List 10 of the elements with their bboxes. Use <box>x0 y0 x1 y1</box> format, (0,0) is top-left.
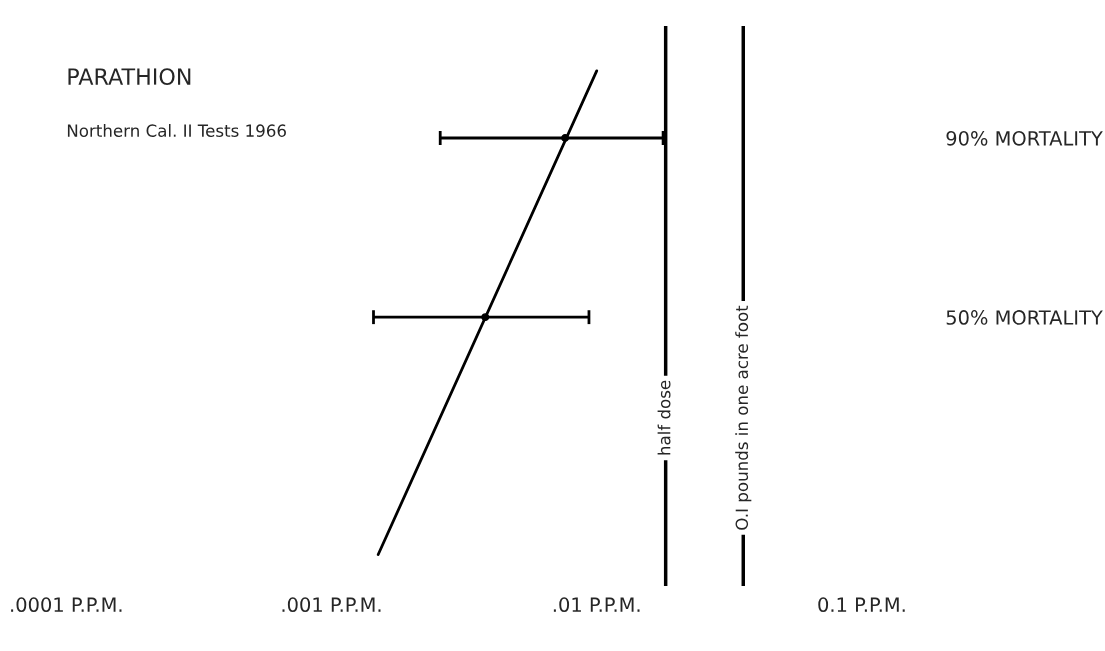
ref-line-label: O.I pounds in one acre foot <box>735 305 752 530</box>
x-tick-label: 0.1 P.P.M. <box>818 597 905 613</box>
x-tick-label: .0001 P.P.M. <box>11 597 122 613</box>
annotation: Northern Cal. II Tests 1966 <box>67 124 286 137</box>
y-tick-label: 50% MORTALITY <box>946 310 1103 325</box>
text: PARATHION <box>68 68 191 85</box>
x-tick-label: .001 P.P.M. <box>282 597 381 613</box>
x-tick-label: .01 P.P.M. <box>553 597 640 613</box>
ref-line-label: half dose <box>657 380 671 455</box>
y-tick-label: 90% MORTALITY <box>946 130 1103 146</box>
